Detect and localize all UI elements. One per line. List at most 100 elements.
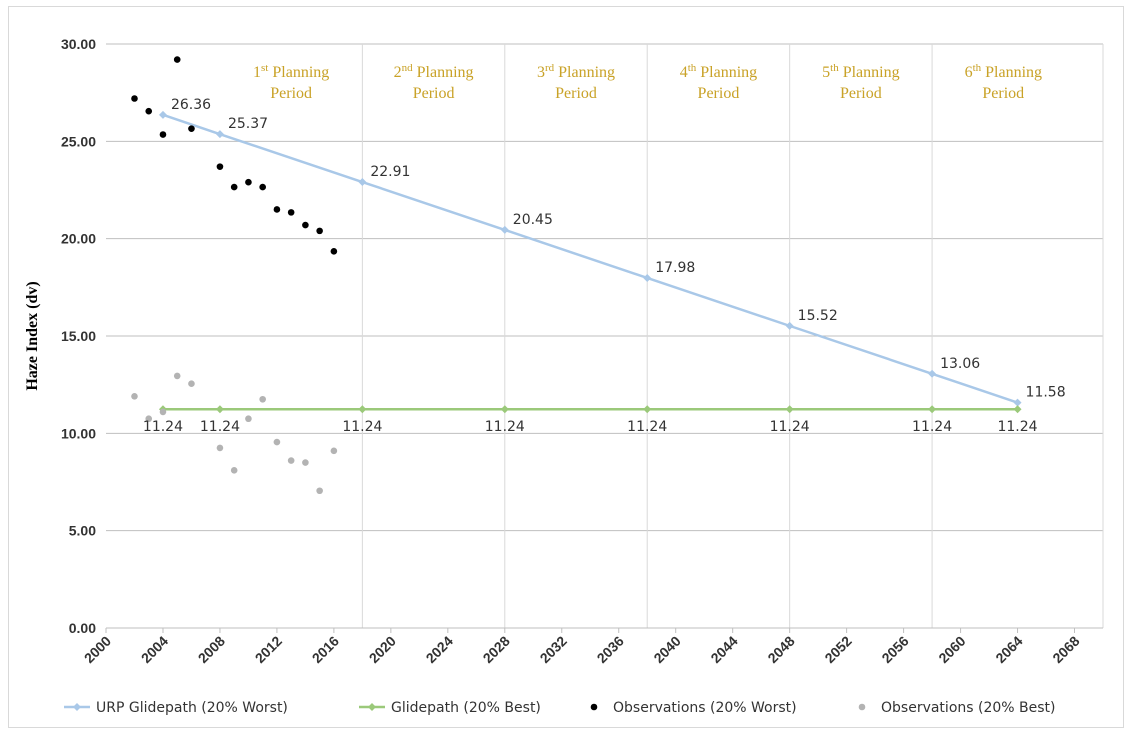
grid-layer [106, 43, 1104, 629]
observation-point [145, 107, 153, 115]
planning-period-subtitle: Period [840, 85, 882, 102]
best-glidepath-data-label: 11.24 [342, 419, 382, 435]
x-tick-label: 2028 [480, 633, 513, 666]
series-marker [785, 321, 794, 330]
x-tick-label: 2056 [878, 633, 911, 666]
x-tick-label: 2040 [650, 633, 683, 666]
observation-point [216, 444, 224, 452]
observation-point [316, 487, 323, 495]
series-marker [928, 369, 937, 378]
legend-swatch-dot [590, 703, 598, 711]
haze-index-chart: 0.00 5.00 10.00 15.00 20.00 25.00 30.00 2000 200… [24, 36, 1104, 716]
planning-period-title: 5th Planning [822, 62, 899, 81]
observation-point [273, 206, 281, 213]
series-marker [928, 405, 937, 414]
observation-point [245, 415, 252, 423]
series-line [162, 113, 1018, 404]
observation-point [230, 183, 238, 191]
legend-swatch-marker [73, 703, 81, 711]
series-marker [785, 405, 794, 414]
x-tick-label: 2008 [195, 633, 228, 666]
observation-point [259, 183, 266, 191]
planning-period-title: 1st Planning [253, 62, 329, 81]
planning-period-title: 4th Planning [680, 62, 757, 81]
best-glidepath-data-label: 11.24 [912, 419, 952, 435]
urp-data-label: 25.37 [228, 116, 268, 132]
observation-point [273, 438, 281, 446]
observation-point [159, 408, 167, 416]
series-marker [215, 405, 224, 414]
urp-data-label: 11.58 [1026, 385, 1066, 401]
observation-point [302, 459, 309, 466]
legend-label: Observations (20% Best) [881, 700, 1056, 716]
best-glidepath-data-label: 11.24 [143, 419, 183, 435]
observation-point [245, 178, 252, 186]
series-marker [500, 405, 509, 414]
observation-point [230, 467, 238, 474]
series-marker [158, 110, 167, 119]
observation-point [316, 227, 323, 235]
x-tick-label: 2036 [594, 633, 627, 666]
observation-point [173, 56, 181, 63]
x-tick-label: 2052 [821, 633, 854, 666]
planning-period-title: 6th Planning [965, 62, 1042, 81]
series-layer [131, 56, 1022, 495]
series-marker [500, 225, 509, 234]
observation-point [188, 125, 195, 132]
observation-point [259, 395, 266, 403]
x-tick-label: 2060 [935, 633, 968, 666]
series-marker [215, 130, 224, 139]
legend-label: Observations (20% Worst) [613, 700, 797, 716]
series-marker [358, 405, 367, 414]
y-tick-label: 15.00 [61, 328, 96, 344]
urp-data-label: 15.52 [798, 308, 838, 324]
observation-point [173, 372, 181, 380]
best-glidepath-data-label: 11.24 [627, 419, 667, 435]
y-tick-label: 30.00 [61, 36, 96, 52]
x-tick-label: 2004 [138, 633, 171, 666]
observation-point [145, 415, 153, 423]
chart-frame: 0.00 5.00 10.00 15.00 20.00 25.00 30.00 2000 200… [8, 6, 1124, 728]
y-tick-label: 25.00 [61, 133, 96, 149]
planning-period-title: 2nd Planning [394, 62, 474, 81]
y-tick-label: 10.00 [61, 425, 96, 441]
urp-data-label: 22.91 [370, 164, 410, 180]
legend-swatch-marker [368, 703, 376, 711]
urp-data-label: 20.45 [513, 212, 553, 228]
best-glidepath-data-label: 11.24 [200, 419, 240, 435]
y-tick-label: 5.00 [69, 523, 96, 539]
series-marker [643, 273, 652, 282]
x-tick-label: 2068 [1049, 633, 1082, 666]
x-tick-label: 2024 [423, 633, 456, 666]
x-tick-label: 2048 [764, 633, 797, 666]
series-marker [358, 178, 367, 187]
data-labels: 26.36 25.37 22.91 20.45 17.98 15.52 13.06 11.58… [143, 97, 1066, 435]
best-glidepath-data-label: 11.24 [770, 419, 810, 435]
y-tick-label: 0.00 [69, 620, 96, 636]
x-tick-label: 2000 [81, 633, 114, 666]
observation-point [159, 131, 167, 138]
x-tick-label: 2032 [537, 633, 570, 666]
planning-period-subtitle: Period [698, 85, 740, 102]
observation-point [330, 447, 338, 455]
x-tick-label: 2064 [992, 633, 1025, 666]
planning-period-subtitle: Period [555, 85, 597, 102]
x-tick-label: 2016 [309, 633, 342, 666]
observation-point [330, 248, 338, 255]
x-tick-label: 2020 [366, 633, 399, 666]
planning-period-title: 3rd Planning [537, 62, 615, 81]
legend-label: URP Glidepath (20% Worst) [96, 700, 288, 716]
observation-point [188, 380, 195, 387]
observation-point [131, 95, 138, 102]
series-marker [1013, 398, 1022, 407]
observation-point [216, 163, 224, 170]
planning-periods: 1st Planning Period 2nd Planning Period 3rd … [253, 62, 1042, 102]
legend: URP Glidepath (20% Worst) Glidepath (20% … [64, 700, 1056, 716]
observation-point [131, 393, 138, 400]
x-tick-label: 2012 [252, 633, 285, 666]
y-axis-title: Haze Index (dv) [24, 281, 41, 390]
planning-period-subtitle: Period [413, 85, 455, 102]
series-marker [1013, 405, 1022, 414]
observation-point [287, 457, 295, 464]
legend-swatch-dot [858, 703, 866, 711]
